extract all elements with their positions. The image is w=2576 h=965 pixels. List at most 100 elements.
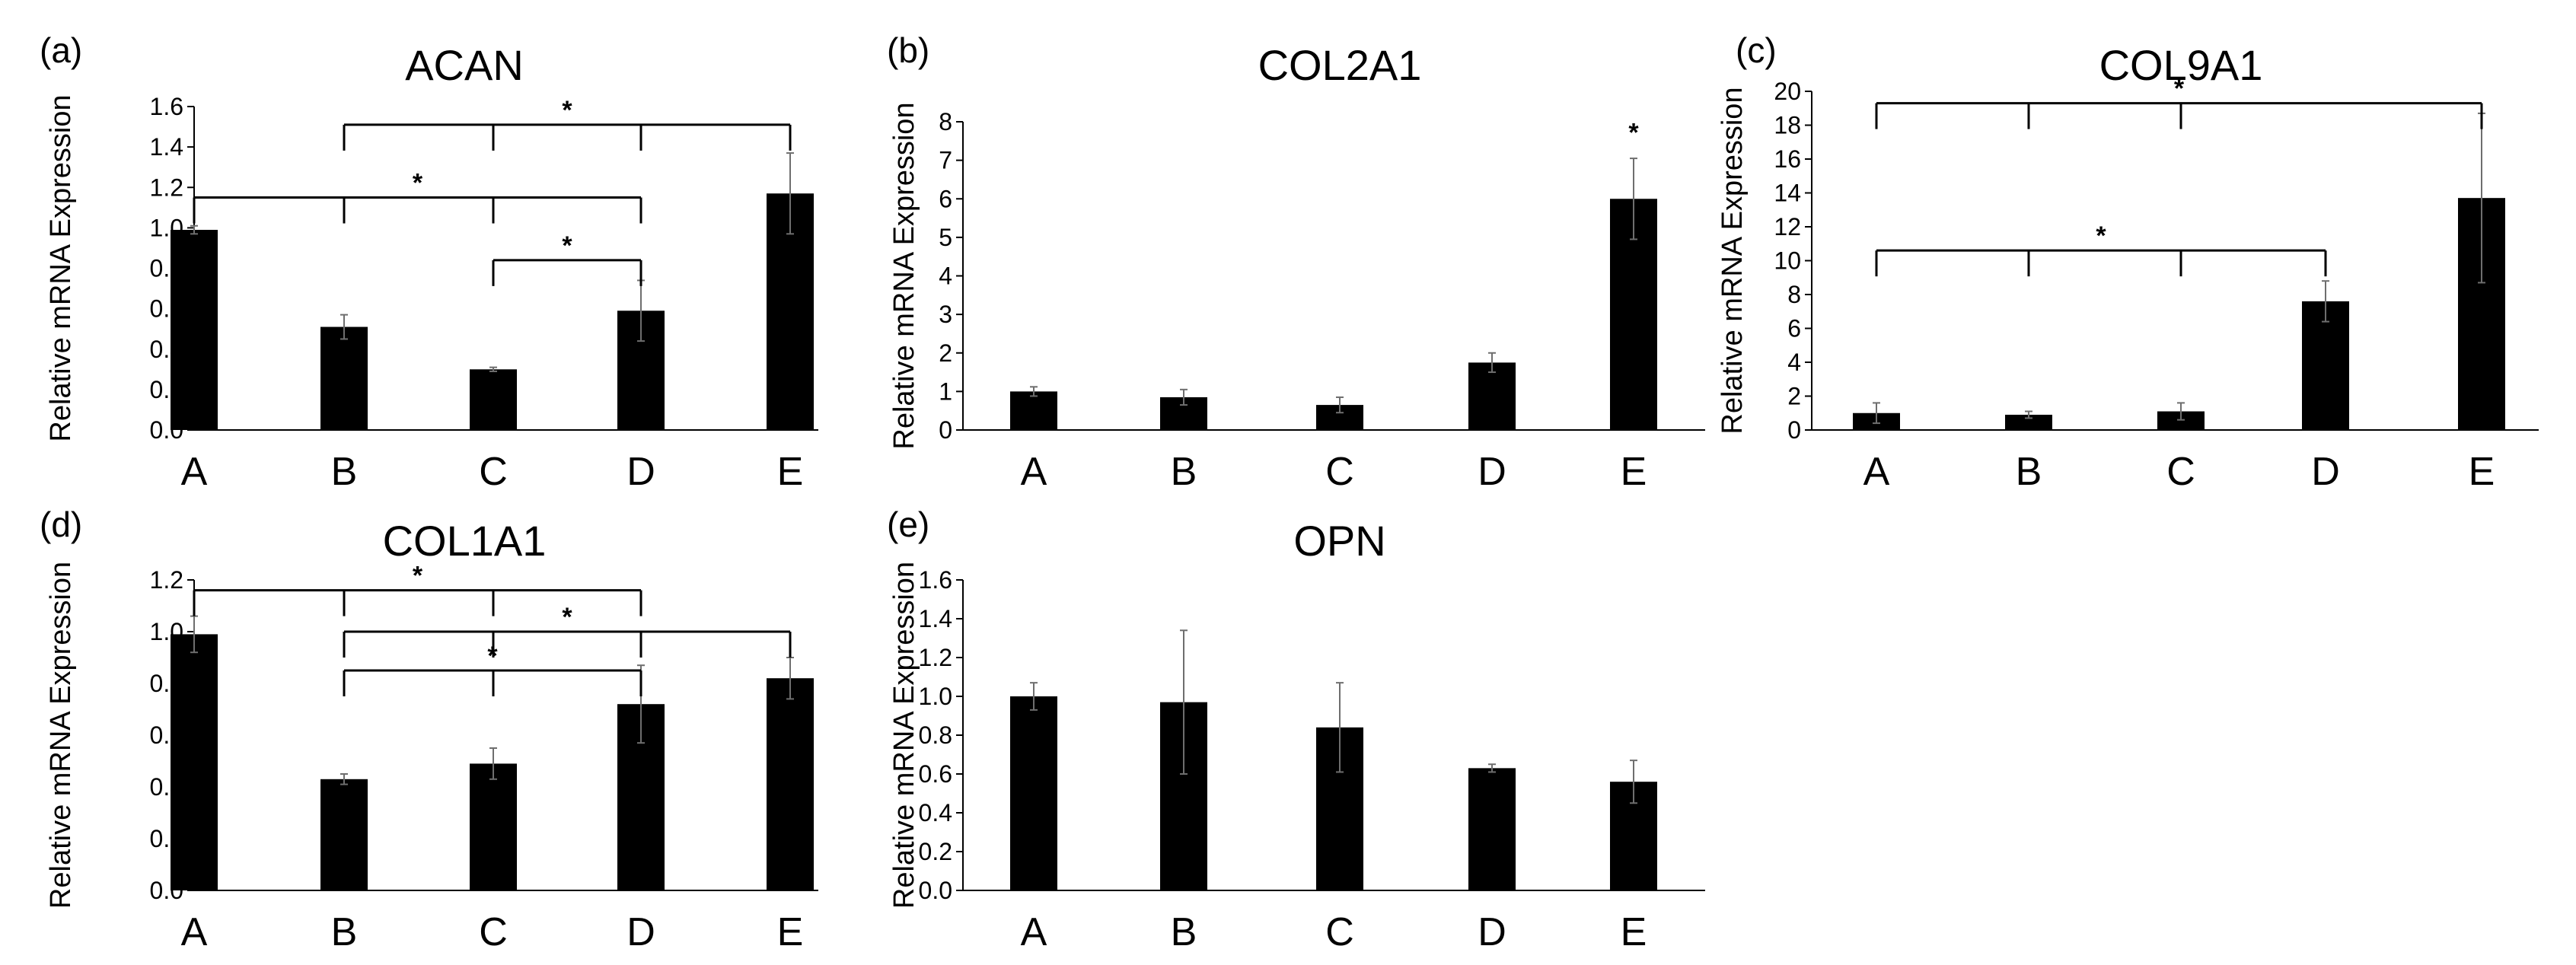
y-tick-label: 12 — [1774, 213, 1801, 240]
chart-panel-col2a1: (b) COL2A1 Relative mRNA Expression 0 1 2 3 4 5 6… — [887, 30, 1705, 494]
y-tick-label: 0.0 — [919, 877, 952, 904]
significance-star: * — [413, 562, 423, 591]
y-tick-label: 0 — [1787, 416, 1801, 444]
significance-star: * — [487, 642, 498, 670]
y-axis-label: Relative mRNA Expression — [888, 102, 920, 449]
bar-B — [2005, 414, 2052, 430]
y-tick-label: 18 — [1774, 112, 1801, 139]
y-tick-label: 0.8 — [919, 721, 952, 749]
category-label-D: D — [1478, 450, 1506, 494]
y-tick-label: 1.2 — [150, 174, 183, 201]
chart-title: ACAN — [405, 41, 524, 89]
significance-star: * — [1628, 118, 1639, 147]
category-label-A: A — [1021, 450, 1047, 494]
y-tick-label: 0.4 — [919, 799, 952, 826]
chart-panel-col9a1: (c) COL9A1 Relative mRNA Expression 0 2 4 6 8 10… — [1717, 30, 2539, 494]
category-label-B: B — [331, 450, 358, 494]
bar-B — [320, 326, 368, 430]
y-tick-label: 1 — [939, 377, 952, 405]
category-label-D: D — [626, 450, 655, 494]
y-tick-label: 10 — [1774, 247, 1801, 275]
chart-title: COL1A1 — [383, 517, 547, 565]
y-tick-label: 7 — [939, 147, 952, 174]
category-label-B: B — [1171, 450, 1197, 494]
bar-D — [2302, 301, 2349, 430]
y-tick-label: 0.6 — [919, 760, 952, 788]
significance-star: * — [562, 603, 572, 632]
bar-A — [1010, 391, 1057, 430]
y-tick-label: 4 — [939, 263, 952, 290]
bar-C — [470, 763, 517, 890]
y-tick-label: 6 — [1787, 315, 1801, 342]
category-label-E: E — [2469, 450, 2495, 494]
significance-star: * — [413, 169, 423, 198]
category-label-B: B — [2016, 450, 2042, 494]
y-tick-label: 8 — [1787, 281, 1801, 308]
significance-star: * — [562, 231, 572, 260]
category-label-C: C — [1325, 910, 1354, 954]
y-tick-label: 2 — [1787, 383, 1801, 410]
category-label-E: E — [777, 450, 804, 494]
y-tick-label: 1.2 — [919, 644, 952, 671]
bar-D — [1468, 362, 1516, 430]
y-tick-label: 16 — [1774, 145, 1801, 173]
category-label-E: E — [1621, 450, 1647, 494]
y-tick-label: 1.2 — [150, 566, 183, 594]
y-tick-label: 20 — [1774, 78, 1801, 105]
y-axis-label: Relative mRNA Expression — [45, 94, 77, 441]
category-label-A: A — [1021, 910, 1047, 954]
category-label-D: D — [626, 910, 655, 954]
y-tick-label: 4 — [1787, 349, 1801, 376]
bar-A — [171, 634, 218, 890]
panel-label: (c) — [1736, 30, 1777, 70]
panel-label: (b) — [887, 30, 929, 70]
bar-B — [320, 779, 368, 890]
panel-label: (d) — [40, 505, 82, 544]
category-label-C: C — [479, 910, 508, 954]
y-tick-label: 8 — [939, 108, 952, 135]
category-label-E: E — [1621, 910, 1647, 954]
y-tick-label: 1.4 — [150, 133, 183, 161]
chart-title: COL2A1 — [1258, 41, 1422, 89]
y-tick-label: 1.0 — [919, 683, 952, 710]
y-tick-label: 2 — [939, 339, 952, 367]
y-tick-label: 6 — [939, 185, 952, 212]
y-axis-label: Relative mRNA Expression — [888, 562, 920, 909]
significance-star: * — [2096, 221, 2106, 250]
significance-star: * — [2174, 75, 2185, 104]
y-tick-label: 1.6 — [150, 93, 183, 120]
chart-title: COL9A1 — [2099, 41, 2263, 89]
significance-star: * — [562, 96, 572, 125]
category-label-D: D — [1478, 910, 1506, 954]
category-label-D: D — [2311, 450, 2340, 494]
y-tick-label: 1.4 — [919, 605, 952, 632]
category-label-A: A — [1863, 450, 1890, 494]
bar-A — [1010, 696, 1057, 890]
bar-C — [470, 369, 517, 430]
category-label-A: A — [181, 910, 208, 954]
y-tick-label: 0 — [939, 416, 952, 444]
y-axis-label: Relative mRNA Expression — [45, 562, 77, 909]
bar-D — [1468, 768, 1516, 890]
bar-A — [171, 230, 218, 430]
category-label-A: A — [181, 450, 208, 494]
y-tick-label: 3 — [939, 301, 952, 328]
category-label-C: C — [2166, 450, 2195, 494]
y-tick-label: 14 — [1774, 180, 1801, 207]
y-tick-label: 5 — [939, 224, 952, 251]
y-tick-label: 1.6 — [919, 566, 952, 594]
category-label-B: B — [331, 910, 358, 954]
chart-title: OPN — [1293, 517, 1385, 565]
panel-label: (e) — [887, 505, 929, 544]
category-label-C: C — [1325, 450, 1354, 494]
category-label-B: B — [1171, 910, 1197, 954]
category-label-E: E — [777, 910, 804, 954]
panel-label: (a) — [40, 30, 82, 70]
y-axis-label: Relative mRNA Expression — [1717, 87, 1749, 434]
bar-E — [767, 678, 814, 890]
y-tick-label: 0.2 — [919, 838, 952, 865]
